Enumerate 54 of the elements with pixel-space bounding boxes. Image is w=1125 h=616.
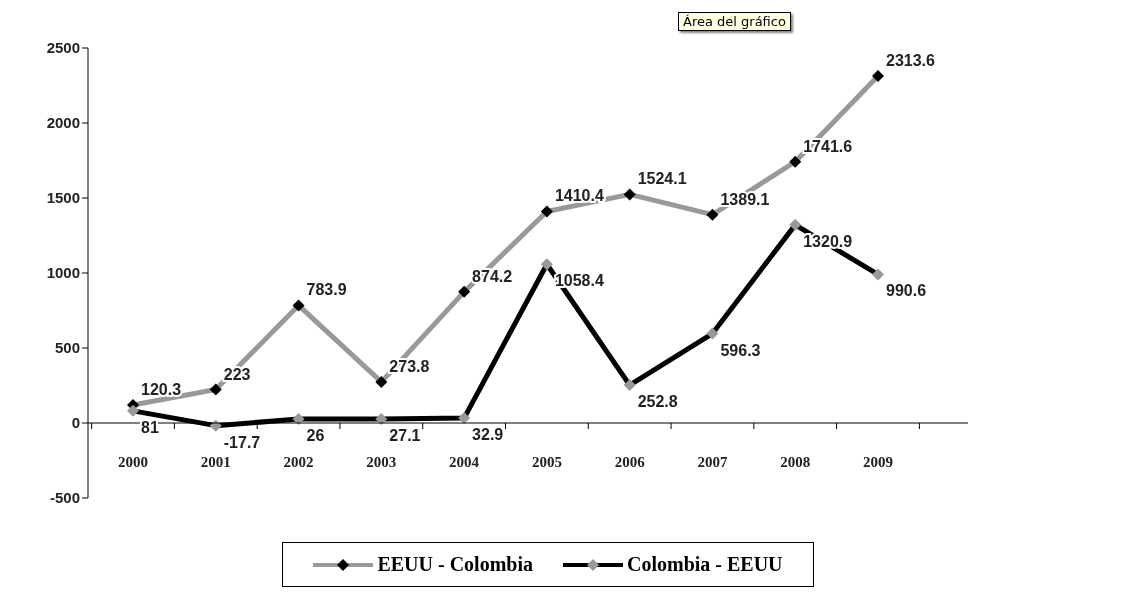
point: [540, 205, 553, 218]
point: [789, 155, 802, 168]
legend-label: Colombia - EEUU: [627, 553, 783, 576]
point: [458, 412, 471, 425]
data-label: 26: [306, 427, 325, 445]
y-tick-label: 1000: [46, 264, 80, 282]
data-label: 273.8: [389, 357, 430, 375]
point: [375, 375, 388, 388]
point: [540, 258, 553, 271]
y-tick-label: 2500: [46, 39, 80, 57]
text: Área del gráfico: [678, 12, 791, 31]
point: [127, 404, 139, 417]
data-label: 120.3: [141, 380, 182, 398]
point: [706, 208, 719, 221]
x-tick-label: 2003: [366, 454, 397, 470]
x-tick-label: 2006: [614, 454, 646, 470]
data-label: 32.9: [472, 426, 504, 444]
data-label: 1389.1: [720, 190, 770, 208]
data-label: 783.9: [306, 281, 347, 299]
y-tick-label: 1500: [46, 189, 80, 207]
x-tick-label: 2000: [118, 454, 148, 470]
data-label: 1524.1: [637, 170, 687, 188]
y-tick-label: 500: [54, 339, 80, 357]
x-tick-label: 2004: [449, 454, 480, 470]
x-tick-label: 2009: [863, 454, 893, 470]
x-tick-label: 2005: [531, 454, 562, 470]
point: [623, 379, 636, 392]
x-tick-label: 2007: [697, 454, 728, 470]
point: [292, 299, 305, 312]
x-tick-label: 2008: [780, 454, 811, 470]
data-label: 2313.6: [886, 51, 936, 69]
y-tick-label: 2000: [46, 114, 80, 132]
data-label: 596.3: [720, 341, 761, 359]
y-tick-label: 0: [71, 414, 80, 432]
point: [458, 285, 471, 298]
data-label: 81: [141, 418, 159, 436]
x-tick-label: 2001: [200, 454, 231, 470]
data-label: 223: [223, 365, 251, 383]
point: [209, 383, 222, 396]
point: [872, 268, 884, 281]
point: [789, 218, 802, 231]
data-label: 252.8: [637, 393, 678, 411]
point: [872, 69, 884, 82]
data-label: 990.6: [886, 282, 927, 300]
data-label: -17.7: [223, 433, 261, 451]
legend-label: EEUU - Colombia: [377, 553, 533, 576]
data-label: 27.1: [389, 426, 421, 444]
x-tick-label: 2002: [283, 454, 314, 470]
data-label: 874.2: [472, 267, 513, 285]
y-tick-label: -500: [49, 489, 80, 507]
point: [623, 188, 636, 201]
data-label: 1410.4: [554, 187, 604, 205]
data-label: 1741.6: [803, 137, 853, 155]
point: [706, 327, 719, 340]
